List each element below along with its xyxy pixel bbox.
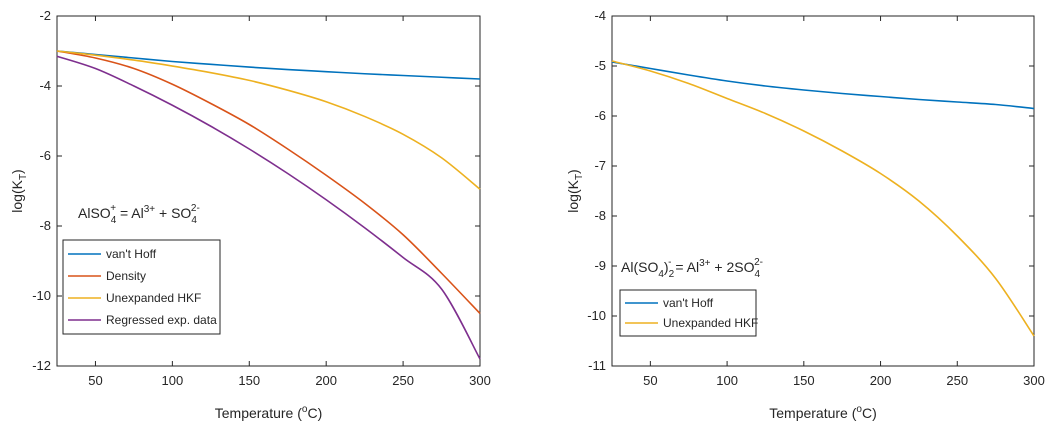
- y-axis-label: log(KT): [565, 169, 585, 212]
- x-axis-label: Temperature (oC): [769, 404, 877, 421]
- legend-label: Unexpanded HKF: [106, 291, 201, 305]
- x-tick-label: 50: [88, 373, 102, 388]
- y-axis-label: log(KT): [9, 169, 29, 212]
- y-tick-label: -4: [594, 8, 606, 23]
- y-tick-label: -6: [39, 148, 51, 163]
- x-tick-label: 200: [870, 373, 892, 388]
- x-tick-label: 100: [162, 373, 184, 388]
- y-tick-label: -8: [39, 218, 51, 233]
- x-tick-label: 300: [1023, 373, 1045, 388]
- reaction-equation: AlSO4+ = Al3+ + SO42-: [78, 203, 200, 226]
- x-tick-label: 100: [716, 373, 738, 388]
- legend-label: van't Hoff: [106, 247, 157, 261]
- series-line-1: [56, 50, 481, 315]
- chart-left: 50 100 150 200 250 300 -12 -10 -8 -6 -4 -2 Temperatu…: [9, 8, 491, 421]
- series-line-0: [611, 61, 1035, 110]
- legend-label: Density: [106, 269, 146, 283]
- legend: [619, 289, 757, 337]
- series-line-2: [56, 50, 481, 190]
- series-line-0: [56, 50, 481, 80]
- x-tick-label: 200: [315, 373, 337, 388]
- legend-label: Regressed exp. data: [106, 313, 217, 327]
- y-tick-label: -10: [32, 288, 51, 303]
- x-tick-label: 300: [469, 373, 491, 388]
- x-axis-label: Temperature (oC): [215, 404, 323, 421]
- x-tick-label: 250: [946, 373, 968, 388]
- y-tick-label: -10: [587, 308, 606, 323]
- legend: [62, 239, 221, 335]
- legend-label: Unexpanded HKF: [663, 316, 758, 330]
- reaction-equation: Al(SO4)2- = Al3+ + 2SO42-: [621, 257, 763, 280]
- chart-right: 50 100 150 200 250 300 -11 -10 -9 -8 -7 -6 -5 -4 Tempe…: [565, 8, 1045, 421]
- x-tick-label: 50: [643, 373, 657, 388]
- y-tick-label: -9: [594, 258, 606, 273]
- y-tick-label: -2: [39, 8, 51, 23]
- y-tick-label: -4: [39, 78, 51, 93]
- x-tick-label: 150: [238, 373, 260, 388]
- y-tick-label: -7: [594, 158, 606, 173]
- x-tick-label: 250: [392, 373, 414, 388]
- y-tick-label: -11: [588, 358, 606, 373]
- y-tick-label: -8: [594, 208, 606, 223]
- y-tick-label: -12: [32, 358, 51, 373]
- legend-label: van't Hoff: [663, 296, 714, 310]
- series-line-1: [611, 60, 1035, 337]
- y-tick-label: -6: [594, 108, 606, 123]
- series-line-3: [56, 55, 481, 360]
- x-tick-label: 150: [793, 373, 815, 388]
- y-tick-label: -5: [594, 58, 606, 73]
